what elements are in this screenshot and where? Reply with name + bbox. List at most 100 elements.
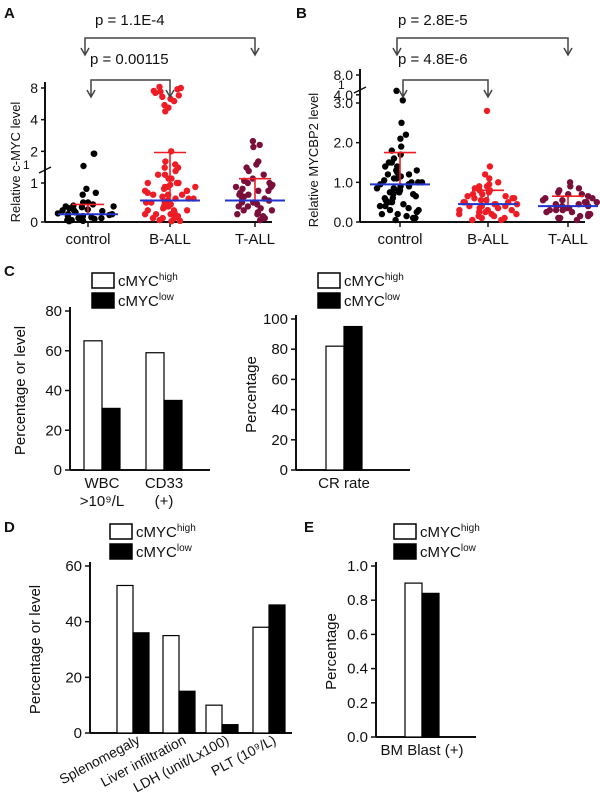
panel-a-data-point [176, 217, 184, 224]
panel-b-data-point [399, 97, 406, 104]
panel-a-data-point [83, 185, 90, 192]
panel-b-data-point [382, 163, 389, 170]
panel-b-data-point [413, 167, 420, 174]
panel-a-x-tick-label: control [65, 231, 110, 248]
panel-e-y-tick-label: 0.8 [347, 592, 368, 609]
panel-e-y-tick-label: 0.2 [347, 695, 368, 712]
panel-a-y-tick-label: 2 [30, 143, 38, 159]
panel-b-data-point [471, 195, 478, 202]
panel-a-data-point [255, 187, 262, 194]
panel-a-y-tick-label: 1 [30, 175, 38, 191]
panel-c-left-bar-chart: cMYChigh cMYClow 0 20 40 60 80 Percentage or le… [12, 272, 210, 510]
panel-d-y-tick-label: 40 [65, 614, 82, 631]
panel-b-data-point [388, 199, 396, 206]
panel-c-right-y-tick-label: 60 [271, 371, 288, 388]
panel-d-bar [162, 634, 180, 734]
panel-b-data-point [398, 119, 405, 127]
panel-a-bracket-arrow [250, 47, 260, 57]
panel-b-data-point [543, 208, 550, 216]
panel-b-data-point [555, 189, 562, 196]
panel-a-data-point [183, 187, 190, 194]
panel-b-data-point [477, 197, 485, 204]
panel-a-data-point [92, 189, 100, 196]
panel-b-data-point [490, 212, 498, 220]
panel-b-data-point [396, 189, 403, 196]
panel-a-scatter: p = 1.1E-4 p = 0.00115 Relative c-MYC le… [8, 12, 285, 248]
panel-c-right-x-tick-label: CR rate [318, 475, 370, 492]
panel-a-data-point [170, 97, 178, 105]
panel-d-bar [205, 704, 223, 734]
panel-b-data-point [386, 206, 394, 214]
panel-c-left-y-tick-label: 20 [45, 422, 62, 439]
panel-b-y-tick-label: 4.0 [334, 87, 354, 103]
panel-b-data-point [552, 206, 560, 214]
panel-b-axis-break-label: 1 [338, 78, 345, 92]
panel-b-data-point [373, 185, 381, 192]
panel-b-pvalue-outer: p = 2.8E-5 [398, 12, 468, 29]
panel-e-x-tick-label: BM Blast (+) [381, 742, 464, 759]
panel-b-data-point [398, 143, 405, 150]
panel-a-data-point [178, 191, 186, 198]
panel-a-comparison-bracket [84, 37, 256, 54]
panel-c-left-bar [163, 399, 183, 471]
panel-b-data-point [482, 208, 489, 216]
panel-a-data-point [254, 211, 261, 218]
panel-e-y-label: Percentage [323, 613, 340, 690]
panel-c-right-y-tick-label: 100 [263, 311, 288, 328]
panel-b-bracket-arrow [392, 47, 402, 57]
panel-a-data-point [192, 183, 199, 191]
panel-c-left-legend-swatch-low [91, 292, 115, 309]
panel-a-data-point [165, 203, 172, 210]
panel-b-data-point [405, 171, 413, 178]
panel-b-data-point [557, 214, 564, 222]
panel-b-data-point [589, 195, 596, 202]
panel-d-y-tick-label: 20 [65, 669, 82, 686]
panel-c-left-x-tick-label: (+) [155, 493, 174, 510]
panel-b-data-point [502, 193, 509, 200]
panel-a-data-point [149, 214, 157, 222]
panel-a-data-point [144, 189, 151, 196]
panel-c-right-bar-chart: cMYChigh cMYClow 0 20 40 60 80 100 Percentage CR … [243, 272, 410, 492]
panel-d-bar [178, 690, 196, 734]
panel-a-data-point [59, 207, 66, 214]
panel-c-left-y-tick-label: 80 [45, 303, 62, 320]
panel-b-data-point [575, 185, 583, 192]
panel-b-data-point [384, 171, 392, 178]
panel-a-x-tick-label: B-ALL [149, 231, 191, 248]
panel-c-left-x-tick-label: >10⁹/L [80, 493, 124, 510]
panel-d-y-tick-label: 0 [74, 725, 82, 742]
panel-c-left-y-tick-label: 60 [45, 343, 62, 360]
panel-b-data-point [412, 193, 419, 200]
panel-a-data-point [144, 179, 151, 187]
panel-b-y-label: Relative MYCBP2 level [306, 93, 321, 227]
panel-a-data-point [162, 108, 169, 115]
panel-e-legend-swatch-low [393, 543, 417, 560]
panel-b-y-tick-label: 1.0 [334, 174, 354, 190]
panel-b-data-point [393, 175, 400, 182]
panel-d-bar [116, 584, 134, 734]
panel-a-data-point [159, 193, 166, 200]
panel-a-data-point [234, 211, 241, 218]
panel-a-x-tick-label: T-ALL [235, 231, 275, 248]
panel-b-data-point [559, 206, 566, 214]
panel-e-bar [421, 592, 440, 738]
panel-a-data-point [253, 161, 260, 168]
panel-b-data-point [509, 195, 516, 202]
panel-a-data-point [245, 167, 252, 175]
panel-e-y-tick-label: 0.0 [347, 729, 368, 746]
panel-a-data-point [232, 183, 240, 191]
panel-b-data-point [456, 210, 463, 218]
panel-a-comparison-bracket [90, 79, 171, 96]
panel-c-right-y-tick-label: 40 [271, 402, 288, 419]
panel-e-bar-chart: cMYChigh cMYClow 0.0 0.2 0.4 0.6 0.8 1.0 Percent… [323, 523, 480, 759]
panel-a-data-point [260, 171, 267, 178]
panel-b-data-point [483, 107, 491, 115]
panel-e-bar [404, 582, 423, 738]
panel-b-data-point [498, 216, 505, 224]
panel-e-y-tick-label: 0.4 [347, 661, 368, 678]
panel-letter-b: B [296, 5, 307, 22]
panel-c-left-y-label: Percentage or level [12, 326, 29, 455]
panel-a-data-point [244, 203, 252, 210]
panel-a-data-point [161, 164, 168, 171]
